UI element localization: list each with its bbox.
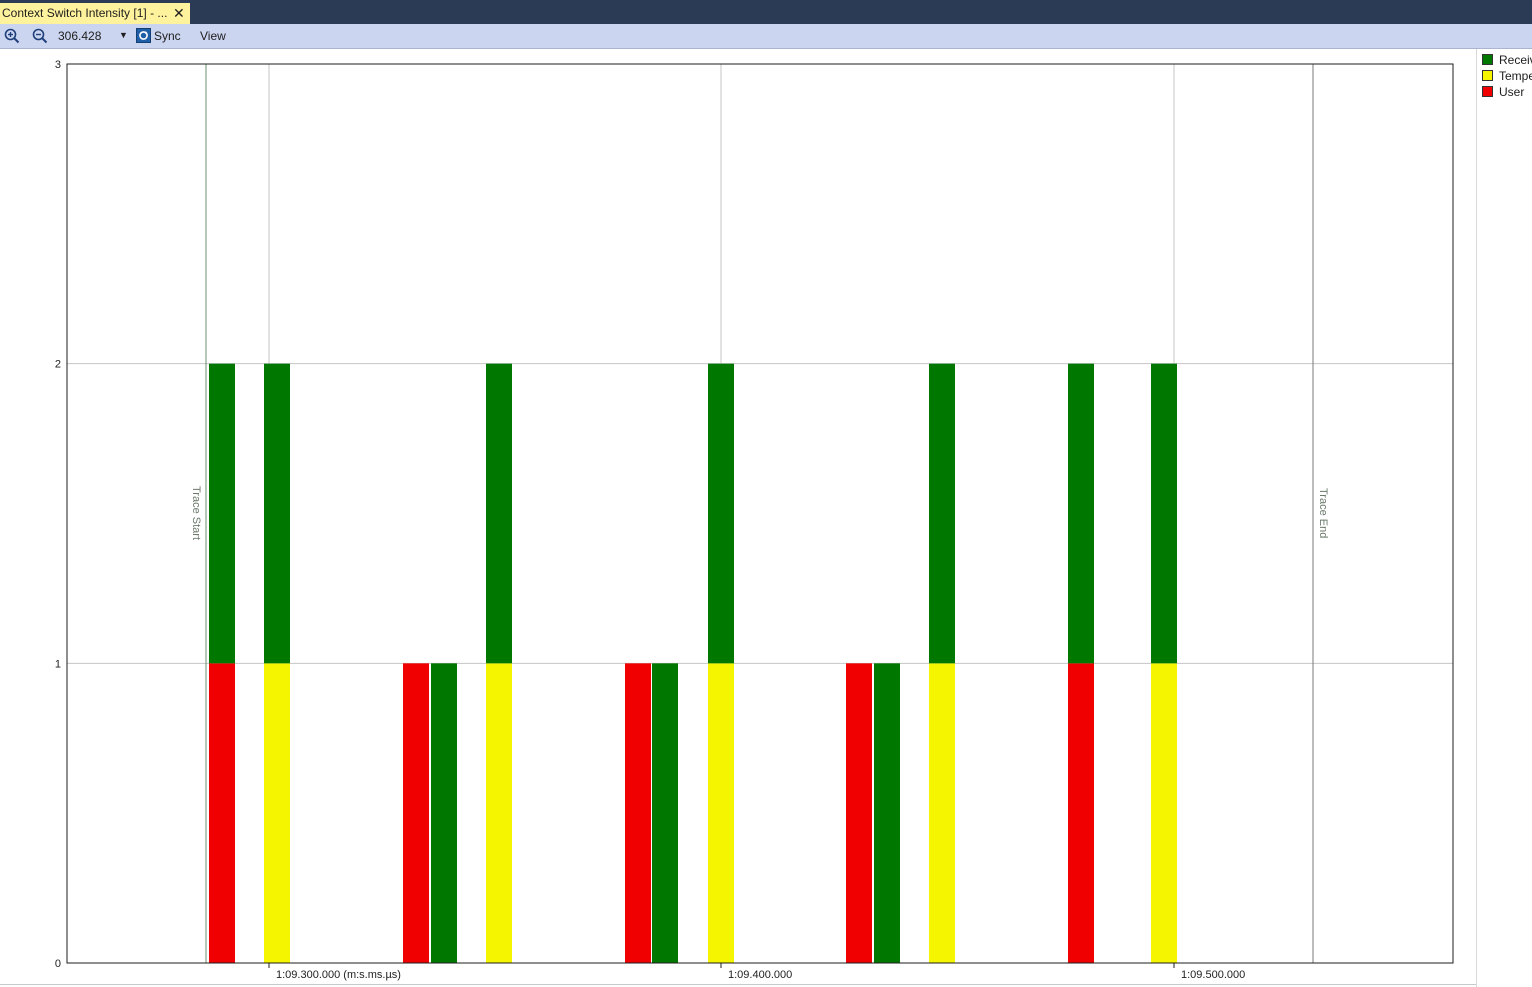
bar-segment-tempe [264, 663, 290, 963]
legend-label: Tempe [1499, 69, 1532, 83]
legend-item-user: User [1482, 85, 1532, 99]
zoom-out-icon[interactable] [32, 28, 48, 44]
x-tick-label: 1:09.500.000 [1181, 969, 1245, 981]
document-tab-title: Context Switch Intensity [1] - ... [2, 6, 168, 20]
bottom-divider [0, 984, 1476, 985]
view-menu[interactable]: View [200, 29, 226, 43]
bar-segment-tempe [708, 663, 734, 963]
plot-area-border [66, 63, 1454, 964]
bar-segment-receiv [209, 363, 235, 664]
zoom-in-icon[interactable] [4, 28, 20, 44]
toolbar: 306.428 ▼ Sync View [0, 24, 1532, 49]
close-tab-icon[interactable]: ✕ [173, 5, 185, 21]
bar-segment-receiv [431, 663, 457, 963]
legend-label: User [1499, 85, 1525, 99]
bar-segment-receiv [874, 663, 900, 963]
bar-segment-user [846, 663, 872, 963]
bar-segment-user [1068, 663, 1094, 963]
bar-segment-receiv [1151, 363, 1177, 664]
bar-segment-receiv [929, 363, 955, 664]
document-tab-strip: Context Switch Intensity [1] - ... ✕ [0, 0, 1532, 24]
zoom-level-combobox[interactable]: 306.428 ▼ [56, 27, 130, 45]
bar-segment-tempe [486, 663, 512, 963]
bar-segment-user [625, 663, 651, 963]
legend-swatch [1482, 70, 1493, 81]
legend-item-tempe: Tempe [1482, 69, 1532, 83]
sync-label: Sync [154, 29, 181, 43]
trace-end-label: Trace End [1317, 488, 1329, 538]
chevron-down-icon[interactable]: ▼ [119, 30, 128, 40]
sync-button[interactable]: Sync [134, 26, 184, 46]
legend: Receiv Tempe User [1476, 49, 1532, 987]
zoom-level-value[interactable]: 306.428 [58, 29, 102, 43]
bar-segment-receiv [486, 363, 512, 664]
x-tick-label: 1:09.400.000 [728, 969, 792, 981]
legend-swatch [1482, 54, 1493, 65]
bars [209, 363, 1177, 963]
bar-segment-receiv [1068, 363, 1094, 664]
x-tick-label: 1:09.300.000 (m:s.ms.µs) [276, 969, 401, 981]
trace-start-label: Trace Start [190, 486, 202, 540]
y-tick-label: 0 [55, 958, 61, 970]
legend-item-receiv: Receiv [1482, 53, 1532, 67]
sync-icon [136, 28, 151, 43]
bar-segment-tempe [1151, 663, 1177, 963]
document-tab[interactable]: Context Switch Intensity [1] - ... ✕ [0, 3, 190, 24]
trace-markers: Trace Start Trace End [190, 64, 1329, 963]
y-tick-label: 3 [55, 59, 61, 71]
y-axis-ticks: 0 1 2 3 [55, 59, 61, 970]
bar-segment-receiv [264, 363, 290, 664]
bar-segment-user [209, 663, 235, 963]
bar-segment-receiv [652, 663, 678, 963]
legend-swatch [1482, 86, 1493, 97]
bar-segment-user [403, 663, 429, 963]
y-tick-label: 1 [55, 658, 61, 670]
x-axis-ticks: 1:09.300.000 (m:s.ms.µs) 1:09.400.000 1:09… [268, 963, 1245, 981]
bar-segment-receiv [708, 363, 734, 664]
legend-label: Receiv [1499, 53, 1532, 67]
bar-segment-tempe [929, 663, 955, 963]
context-switch-chart: Trace Start Trace End 0 1 2 3 1:09.300.000 … [55, 59, 1454, 981]
y-tick-label: 2 [55, 359, 61, 371]
